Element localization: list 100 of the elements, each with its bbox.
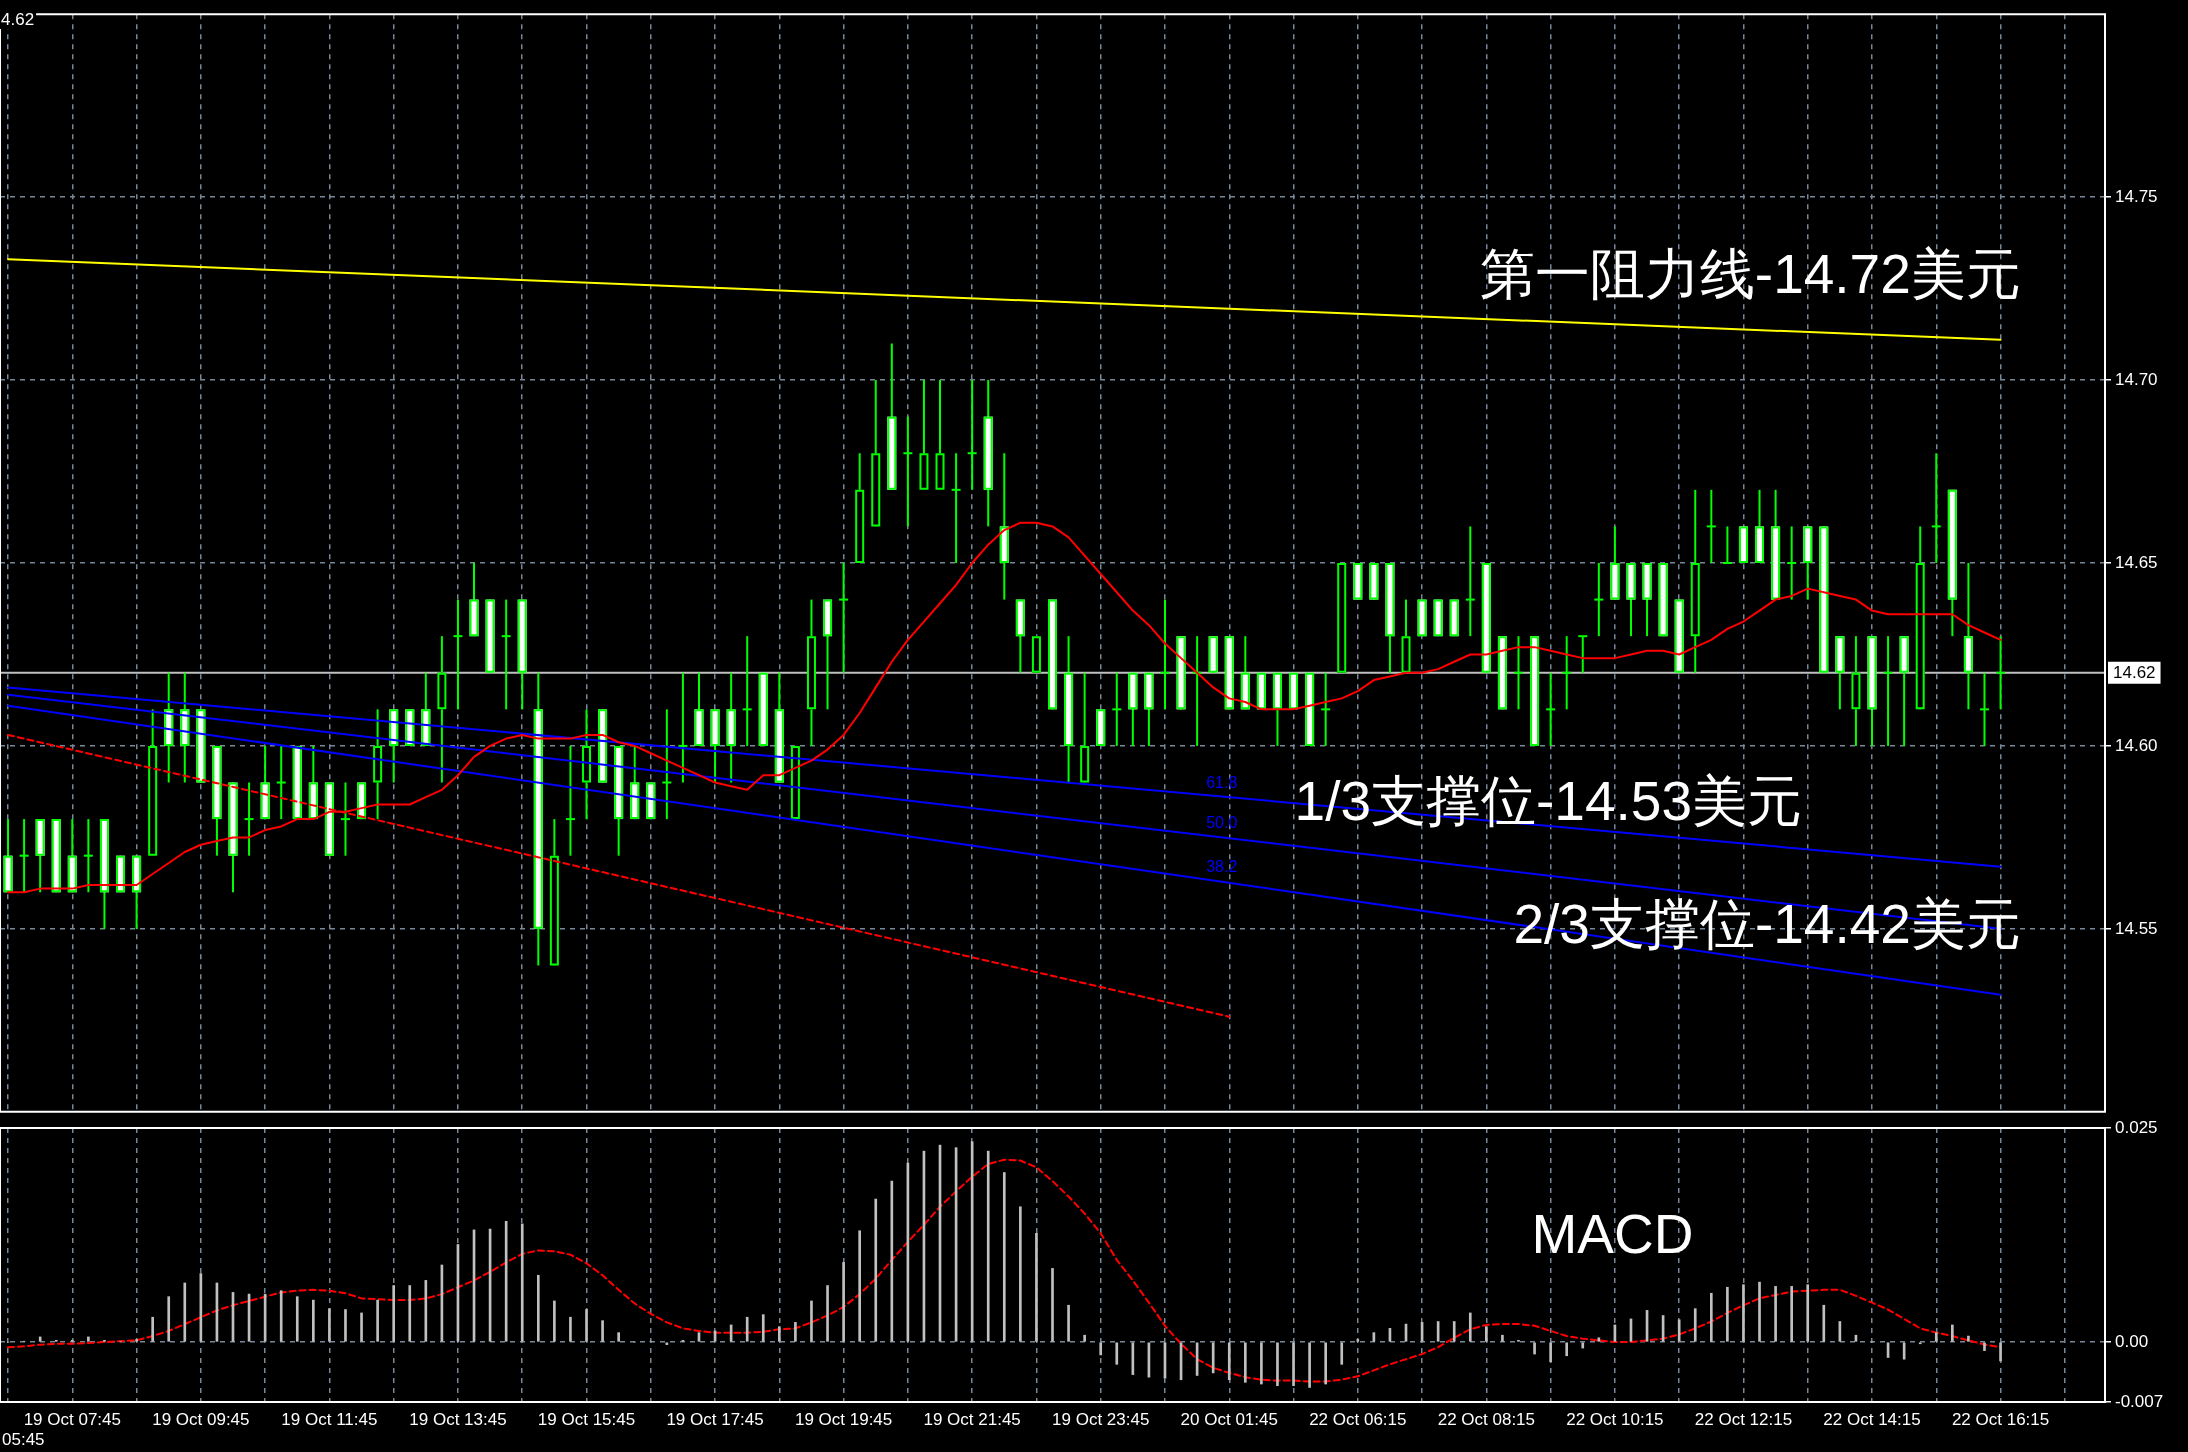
candlestick <box>710 708 720 784</box>
bar <box>424 1280 428 1342</box>
candlestick <box>677 671 689 784</box>
bar <box>1308 1342 1311 1388</box>
bar <box>328 1308 331 1342</box>
candlestick <box>275 744 287 821</box>
bar <box>1035 1232 1038 1342</box>
bar <box>1292 1342 1295 1387</box>
candlestick <box>1096 708 1106 747</box>
x-tick-label: 19 Oct 13:45 <box>409 1409 507 1429</box>
bar <box>794 1322 797 1342</box>
candlestick <box>1417 598 1427 638</box>
bar <box>151 1316 154 1342</box>
candlestick <box>1642 562 1652 638</box>
candlestick <box>1930 452 1942 564</box>
x-tick-label: 19 Oct 17:45 <box>666 1409 764 1429</box>
candlestick <box>517 598 527 711</box>
candlestick <box>373 708 383 821</box>
bar <box>1099 1342 1103 1356</box>
bar <box>1452 1321 1456 1342</box>
candlestick <box>99 818 109 930</box>
candlestick <box>1835 635 1845 711</box>
bar <box>1806 1284 1810 1342</box>
y-tick-label: 14.70 <box>2115 369 2158 389</box>
bar <box>1597 1337 1601 1342</box>
candlestick <box>1224 635 1234 711</box>
candlestick <box>500 598 512 711</box>
candlestick <box>148 708 158 857</box>
candlestick <box>1464 525 1476 638</box>
bar <box>360 1312 363 1342</box>
bar <box>536 1274 540 1342</box>
bar <box>761 1314 765 1342</box>
candlestick <box>1867 635 1877 747</box>
candlestick <box>1561 635 1573 711</box>
series-label: 38.2 <box>1206 857 1238 875</box>
candlestick <box>950 452 962 564</box>
candlestick <box>1738 525 1748 564</box>
bar <box>826 1285 829 1342</box>
candlestick <box>260 744 270 821</box>
bar <box>1115 1342 1119 1365</box>
bar <box>167 1296 171 1342</box>
bar <box>1211 1342 1215 1374</box>
candlestick <box>1545 671 1557 747</box>
bar <box>1340 1342 1344 1365</box>
bar <box>183 1282 187 1342</box>
bar <box>392 1285 396 1342</box>
bar <box>553 1300 556 1342</box>
candlestick <box>1626 562 1636 638</box>
candlestick <box>758 671 768 747</box>
y-tick-label: 14.65 <box>2115 552 2158 572</box>
candlestick <box>1899 635 1909 747</box>
x-tick-label: 19 Oct 23:45 <box>1052 1409 1150 1429</box>
candlestick <box>1705 488 1717 564</box>
bar <box>1999 1342 2002 1362</box>
bar <box>1693 1308 1697 1342</box>
candlestick <box>1786 525 1798 601</box>
candlestick <box>116 854 126 894</box>
candlestick <box>180 671 190 784</box>
candlestick <box>533 671 543 967</box>
candlestick <box>1320 671 1332 747</box>
bar <box>745 1316 749 1342</box>
x-tick-label: 22 Oct 16:15 <box>1951 1409 2050 1429</box>
bar <box>601 1320 604 1342</box>
bar <box>376 1299 379 1342</box>
candlestick <box>1080 671 1090 784</box>
candlestick <box>405 708 415 747</box>
candlestick <box>855 452 865 564</box>
candlestick <box>164 671 174 784</box>
candlestick <box>1176 635 1186 711</box>
x-tick-label: 22 Oct 08:15 <box>1437 1409 1536 1429</box>
bar <box>1260 1342 1263 1385</box>
bar <box>1742 1284 1745 1342</box>
x-tick-label: 22 Oct 14:15 <box>1823 1409 1921 1429</box>
candlestick <box>1947 488 1957 638</box>
candlestick <box>1433 598 1443 638</box>
candlestick <box>1048 598 1057 711</box>
bar <box>569 1316 572 1342</box>
candlestick <box>1882 635 1894 747</box>
bar <box>1485 1326 1488 1342</box>
y-tick-label: 14.55 <box>2115 918 2158 938</box>
candlestick <box>1978 671 1990 747</box>
bar <box>1822 1304 1826 1342</box>
bar <box>986 1150 990 1342</box>
candlestick <box>1819 525 1829 674</box>
candlestick <box>308 744 318 821</box>
bar <box>1083 1334 1086 1342</box>
candlestick <box>564 744 576 857</box>
candlestick <box>1369 562 1379 601</box>
x-tick-label: 19 Oct 11:45 <box>281 1409 378 1429</box>
candlestick <box>999 452 1009 601</box>
candlestick <box>1208 635 1218 674</box>
bar <box>858 1230 862 1342</box>
bar <box>1549 1342 1552 1363</box>
candlestick <box>1771 488 1781 601</box>
candlestick <box>774 671 784 784</box>
bar <box>890 1180 894 1342</box>
candlestick <box>1031 635 1041 674</box>
candlestick <box>1512 635 1524 711</box>
x-tick-label: 19 Oct 21:45 <box>923 1409 1021 1429</box>
candlestick <box>1144 671 1154 747</box>
